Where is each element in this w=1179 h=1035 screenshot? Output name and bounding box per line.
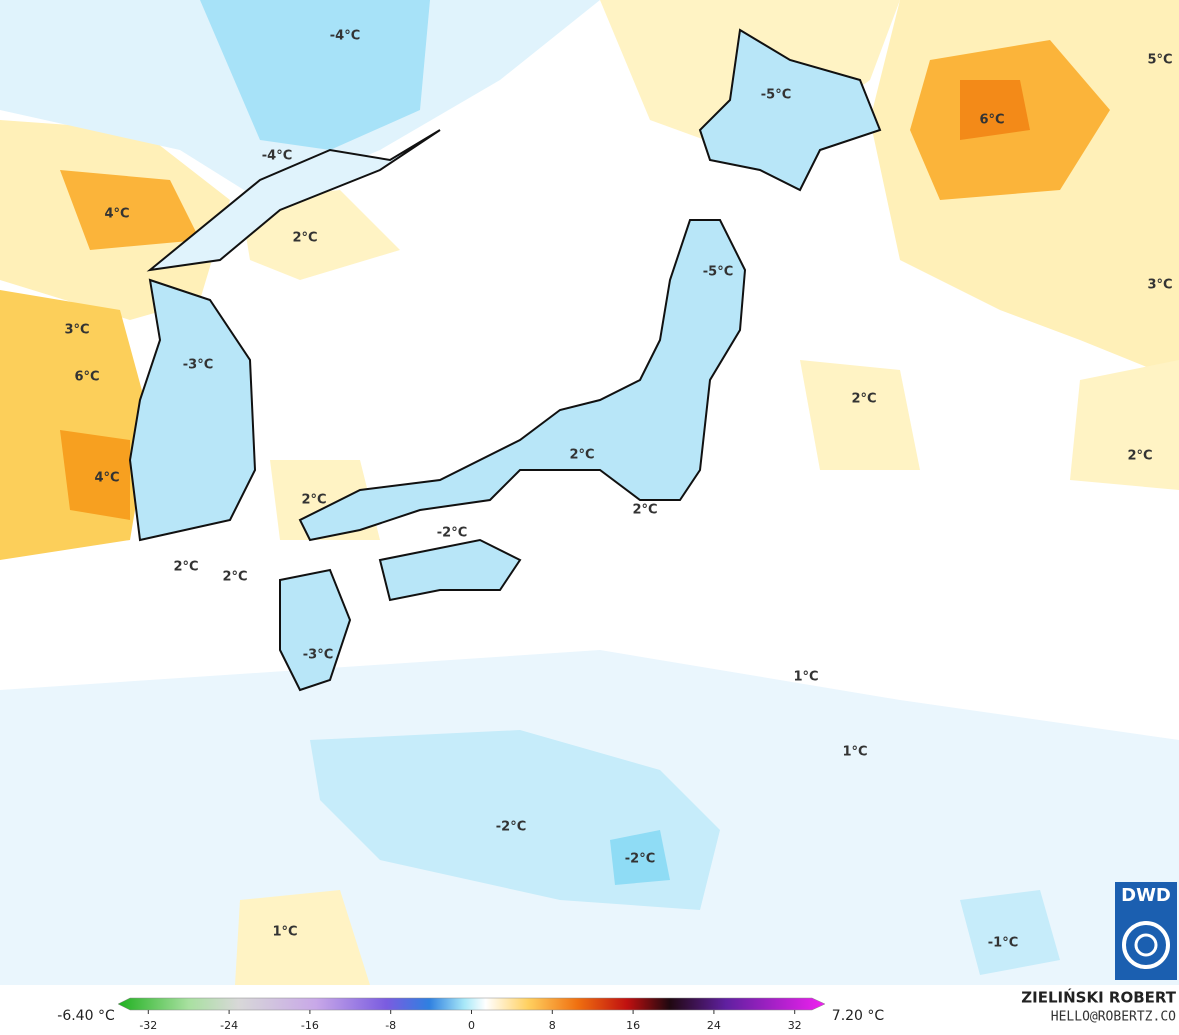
isotherm-label: 2°C bbox=[1127, 449, 1152, 464]
isotherm-label: 6°C bbox=[979, 113, 1004, 128]
colorbar-tick-label: -16 bbox=[301, 1019, 319, 1032]
colorbar-tick-label: 32 bbox=[788, 1019, 802, 1032]
isotherm-label: 5°C bbox=[1147, 53, 1172, 68]
isotherm-label: 1°C bbox=[272, 925, 297, 940]
isotherm-label: 2°C bbox=[173, 560, 198, 575]
isotherm-label: -5°C bbox=[703, 265, 733, 280]
colorbar-tick-label: 8 bbox=[549, 1019, 556, 1032]
isotherm-label: 3°C bbox=[1147, 278, 1172, 293]
isotherm-label: 3°C bbox=[64, 323, 89, 338]
isotherm-label: -2°C bbox=[496, 820, 526, 835]
isotherm-label: 1°C bbox=[793, 670, 818, 685]
map-background bbox=[0, 0, 1179, 985]
logo-swirl bbox=[1122, 921, 1170, 969]
colorbar-tick-label: 24 bbox=[707, 1019, 721, 1032]
isotherm-label: -5°C bbox=[761, 88, 791, 103]
isotherm-label: 2°C bbox=[632, 503, 657, 518]
isotherm-label: 2°C bbox=[222, 570, 247, 585]
isotherm-label: 1°C bbox=[842, 745, 867, 760]
isotherm-label: -3°C bbox=[183, 358, 213, 373]
isotherm-label: -1°C bbox=[988, 936, 1018, 951]
isotherm-label: -2°C bbox=[625, 852, 655, 867]
isotherm-label: 6°C bbox=[74, 370, 99, 385]
logo-swirl bbox=[1134, 933, 1158, 957]
isotherm-label: 2°C bbox=[292, 231, 317, 246]
colorbar-tick-label: 0 bbox=[468, 1019, 475, 1032]
logo-text: DWD bbox=[1121, 885, 1171, 906]
isotherm-label: -3°C bbox=[303, 648, 333, 663]
isotherm-label: 2°C bbox=[301, 493, 326, 508]
credit-name: ZIELIŃSKI ROBERT bbox=[1021, 988, 1176, 1007]
logo-box bbox=[1115, 882, 1177, 980]
isotherm-label: -4°C bbox=[330, 29, 360, 44]
colorbar-tick-label: -8 bbox=[385, 1019, 396, 1032]
isotherm-label: 2°C bbox=[569, 448, 594, 463]
isotherm-label: -4°C bbox=[262, 149, 292, 164]
isotherm-label: 2°C bbox=[851, 392, 876, 407]
isotherm-label: -2°C bbox=[437, 526, 467, 541]
isotherm-label: 4°C bbox=[104, 207, 129, 222]
colorbar-tick-label: -24 bbox=[220, 1019, 238, 1032]
isotherm-label: 4°C bbox=[94, 471, 119, 486]
colorbar-tick-label: 16 bbox=[626, 1019, 640, 1032]
credit-email: HELLO@ROBERTZ.CO bbox=[1051, 1010, 1176, 1025]
colorbar bbox=[117, 997, 826, 1011]
land bbox=[128, 28, 882, 692]
colorbar-max-label: 7.20 °C bbox=[832, 1008, 885, 1024]
colorbar-tick-label: -32 bbox=[139, 1019, 157, 1032]
colorbar-min-label: -6.40 °C bbox=[57, 1008, 115, 1024]
